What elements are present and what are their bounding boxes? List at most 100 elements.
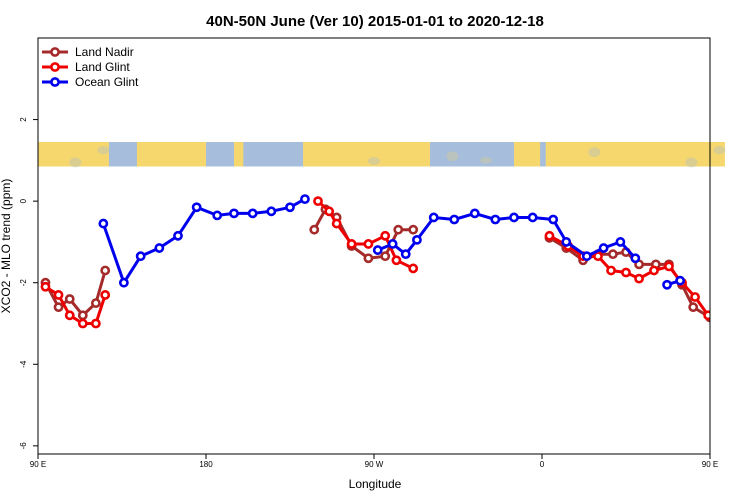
data-point (191, 202, 202, 213)
data-point (593, 251, 603, 262)
x-axis: 90 E 180 90 W 0 90 E (30, 454, 718, 469)
data-point (738, 291, 745, 298)
data-point (118, 277, 129, 288)
data-point (716, 220, 723, 227)
data-point (363, 239, 374, 249)
data-point (634, 273, 644, 284)
data-point (598, 243, 609, 253)
data-point (581, 251, 592, 262)
data-point (380, 230, 391, 241)
data-point (449, 214, 460, 225)
map-terrain (97, 146, 110, 155)
data-point (509, 212, 519, 223)
x-tick-label: 90 E (30, 460, 46, 469)
data-point (313, 196, 323, 207)
map-terrain (685, 157, 698, 168)
data-point (247, 208, 258, 219)
map-land (514, 142, 541, 167)
data-point (53, 290, 64, 300)
data-point (469, 208, 480, 219)
series-ocean-glint (98, 194, 750, 290)
data-point (490, 214, 501, 225)
data-point (90, 318, 101, 329)
y-tick-label: -6 (19, 442, 28, 450)
data-point (64, 294, 75, 304)
data-point (736, 279, 743, 286)
series-line (377, 211, 637, 260)
x-tick-label: 90 W (365, 460, 384, 469)
legend-marker (50, 47, 60, 57)
y-axis: -6 -4 -2 0 2 (19, 117, 38, 450)
data-point (729, 320, 736, 327)
data-point (621, 267, 631, 278)
data-point (719, 302, 726, 309)
data-point (649, 265, 659, 276)
map-terrain (69, 157, 82, 168)
y-axis-label: XCO2 - MLO trend (ppm) (0, 179, 13, 314)
data-point (90, 298, 101, 308)
data-point (346, 239, 357, 249)
x-tick-label: 0 (540, 460, 545, 469)
data-point (363, 253, 374, 264)
y-tick-label: 2 (19, 117, 28, 122)
data-point (173, 230, 183, 241)
legend-label: Land Nadir (75, 45, 134, 59)
chart-title: 40N-50N June (Ver 10) 2015-01-01 to 2020… (206, 13, 544, 30)
data-point (77, 310, 88, 321)
x-tick-label: 90 E (702, 460, 718, 469)
legend-marker (50, 62, 60, 72)
y-tick-label: 0 (19, 198, 28, 203)
data-point (606, 265, 616, 276)
data-point (380, 251, 391, 262)
world-map-band (38, 142, 726, 168)
data-point (664, 261, 674, 272)
legend-marker (50, 77, 60, 87)
x-axis-label: Longitude (349, 477, 402, 491)
data-point (372, 245, 383, 255)
y-tick-label: -4 (19, 360, 28, 368)
series-line (719, 207, 750, 282)
data-point (630, 253, 641, 264)
data-point (40, 281, 51, 292)
data-point (387, 239, 398, 249)
map-terrain (713, 146, 726, 155)
data-point (412, 234, 422, 245)
data-point (408, 263, 419, 274)
data-point (266, 206, 277, 217)
data-point (100, 290, 111, 300)
map-terrain (446, 151, 459, 162)
data-point (77, 318, 88, 329)
data-point (716, 320, 723, 327)
data-point (393, 224, 404, 235)
data-point (400, 249, 411, 260)
series-layer (40, 194, 750, 329)
data-point (212, 210, 223, 221)
map-land (303, 142, 430, 167)
data-point (324, 206, 335, 217)
y-tick-label: -2 (19, 279, 28, 287)
data-point (331, 218, 342, 229)
map-terrain (480, 157, 492, 164)
data-point (53, 302, 64, 313)
series-land-nadir (40, 204, 736, 323)
data-point (229, 208, 239, 219)
map-land (545, 142, 725, 167)
data-point (300, 194, 310, 204)
data-point (548, 214, 559, 225)
x-tick-label: 180 (199, 460, 213, 469)
data-point (285, 202, 295, 213)
data-point (688, 302, 699, 313)
data-point (527, 212, 538, 223)
data-point (154, 243, 165, 253)
map-terrain (368, 157, 380, 166)
legend-label: Ocean Glint (75, 75, 139, 89)
data-point (408, 224, 419, 235)
data-point (729, 267, 736, 274)
data-point (64, 310, 75, 321)
data-point (309, 224, 320, 235)
data-point (98, 218, 109, 229)
data-point (428, 212, 439, 223)
data-point (662, 279, 672, 290)
